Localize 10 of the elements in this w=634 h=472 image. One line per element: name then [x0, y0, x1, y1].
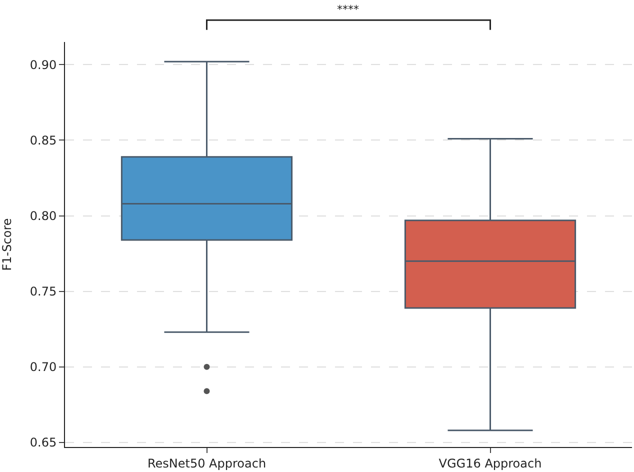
text: ****: [337, 3, 360, 16]
y-tick-label: 0.65: [30, 436, 57, 450]
x-tick-label: VGG16 Approach: [438, 456, 542, 470]
y-tick-label: 0.75: [30, 284, 57, 299]
y-axis-title: F1-Score: [0, 218, 14, 271]
y-tick-label: 0.90: [30, 58, 57, 72]
y-tick-label: 0.85: [30, 133, 57, 148]
y-tick-label: 0.80: [30, 208, 57, 223]
y-tick-label: 0.70: [30, 360, 57, 374]
x-tick-label: ResNet50 Approach: [147, 456, 266, 470]
